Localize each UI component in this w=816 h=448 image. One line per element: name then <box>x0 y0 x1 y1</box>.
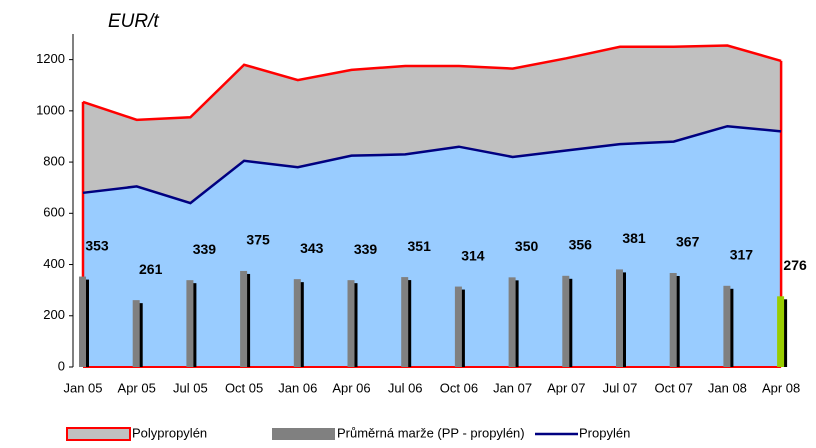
bar <box>616 269 623 367</box>
bar <box>508 277 516 367</box>
data-label: 339 <box>354 241 378 257</box>
bar <box>186 280 194 367</box>
x-tick-label: Jul 06 <box>388 380 423 395</box>
data-label: 353 <box>85 237 109 253</box>
y-tick-label: 400 <box>43 256 65 271</box>
bar <box>777 296 785 367</box>
y-tick-label: 1200 <box>36 51 65 66</box>
x-tick-label: Jan 07 <box>493 380 532 395</box>
bar <box>293 279 301 367</box>
legend-label: Polypropylén <box>132 425 207 440</box>
x-tick-label: Jan 06 <box>278 380 317 395</box>
legend-label: Propylén <box>579 425 630 440</box>
x-tick-label: Apr 07 <box>547 380 585 395</box>
legend-swatch <box>272 428 335 440</box>
data-label: 343 <box>300 240 324 256</box>
x-tick-label: Oct 07 <box>655 380 693 395</box>
data-label: 375 <box>246 232 270 248</box>
data-label: 276 <box>783 257 807 273</box>
bar <box>454 286 462 367</box>
bar <box>79 276 86 367</box>
y-tick-label: 800 <box>43 154 65 169</box>
bar <box>240 270 248 367</box>
y-tick-label: 600 <box>43 205 65 220</box>
area-fill <box>83 126 782 367</box>
bar <box>401 277 409 367</box>
x-tick-label: Jan 08 <box>708 380 747 395</box>
y-tick-label: 1000 <box>36 102 65 117</box>
x-tick-label: Apr 05 <box>118 380 156 395</box>
x-tick-label: Jul 07 <box>603 380 638 395</box>
bar <box>562 275 570 367</box>
x-tick-label: Apr 06 <box>332 380 370 395</box>
line <box>82 124 782 205</box>
data-label: 381 <box>622 230 646 246</box>
x-tick-label: Oct 05 <box>225 380 263 395</box>
data-label: 350 <box>515 238 539 254</box>
legend-swatch <box>66 427 131 441</box>
data-label: 367 <box>676 234 700 250</box>
data-label: 351 <box>408 238 432 254</box>
y-tick-label: 200 <box>43 307 65 322</box>
area-line <box>82 44 782 122</box>
legend-label: Průměrná marže (PP - propylén) <box>337 425 525 440</box>
data-label: 317 <box>730 247 754 263</box>
x-tick-label: Jan 05 <box>63 380 102 395</box>
bar <box>347 280 355 367</box>
x-tick-label: Oct 06 <box>440 380 478 395</box>
data-label: 314 <box>461 247 485 263</box>
bar <box>723 285 731 367</box>
data-label: 261 <box>139 261 163 277</box>
bar <box>132 300 140 367</box>
bar <box>669 272 677 367</box>
x-tick-label: Jul 05 <box>173 380 208 395</box>
axis-label: EUR/t <box>108 11 159 32</box>
data-label: 339 <box>193 241 217 257</box>
x-tick-label: Apr 08 <box>762 380 800 395</box>
y-tick-label: 0 <box>58 358 65 373</box>
data-label: 356 <box>569 237 593 253</box>
